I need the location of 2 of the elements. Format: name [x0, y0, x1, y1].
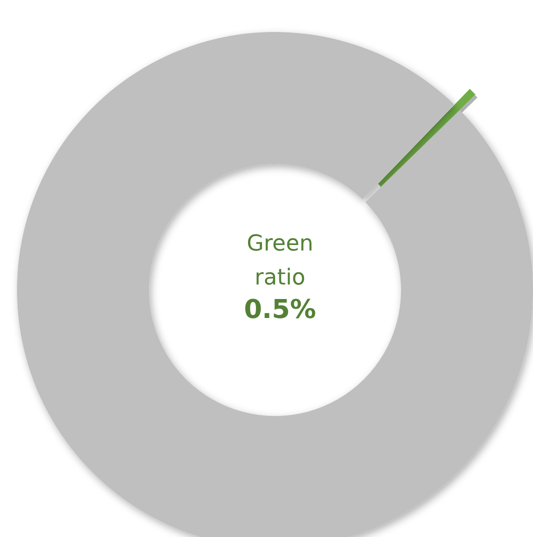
text: Green ratio: [246, 232, 314, 290]
text: 0.5%: [244, 295, 316, 325]
